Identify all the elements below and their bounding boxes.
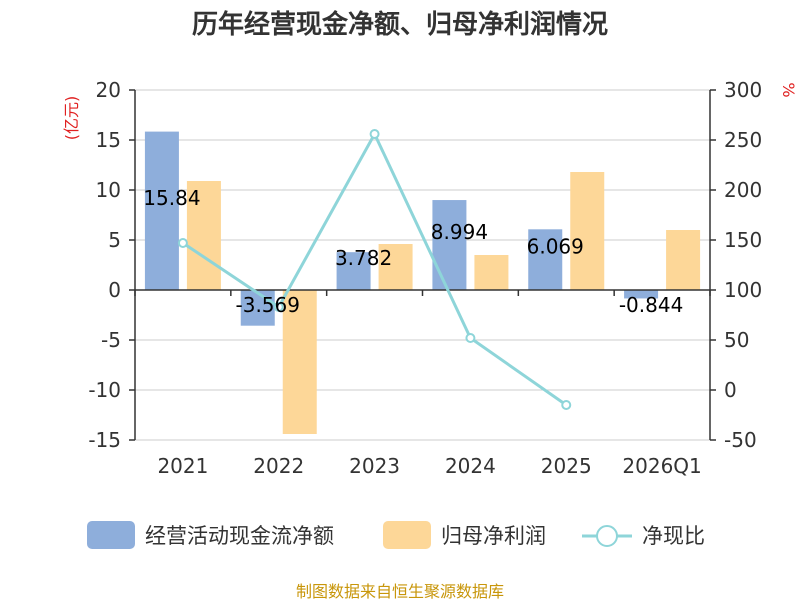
legend-label-ratio: 净现比: [642, 524, 705, 548]
left-tick-label: 0: [108, 278, 121, 302]
cashflow-data-label: 3.782: [335, 246, 392, 270]
bar-netprofit: [186, 181, 221, 290]
ratio-point: [273, 302, 284, 312]
right-tick-label: 50: [724, 328, 749, 352]
bar-netprofit: [378, 244, 413, 290]
left-tick-label: 15: [96, 128, 121, 152]
right-tick-label: -50: [724, 428, 757, 452]
chart-title: 历年经营现金净额、归母净利润情况: [192, 9, 608, 40]
legend-swatch-netprofit: [383, 521, 431, 549]
bar-cashflow: [144, 131, 179, 290]
bar-marks: [144, 131, 701, 434]
axes: [129, 89, 716, 441]
gridlines: [135, 89, 710, 441]
left-tick-label: -15: [88, 428, 121, 452]
legend-label-netprofit: 归母净利润: [441, 524, 546, 548]
left-tick-label: 10: [96, 178, 121, 202]
bar-cashflow: [240, 290, 275, 326]
right-tick-label: 0: [724, 378, 737, 402]
legend-marker-ratio: [596, 525, 618, 547]
right-axis-unit: %: [779, 82, 798, 97]
right-tick-label: 200: [724, 178, 762, 202]
x-tick-label: 2021: [157, 454, 208, 478]
x-tick-label: 2022: [253, 454, 304, 478]
ratio-point: [561, 400, 572, 410]
bar-netprofit: [474, 255, 509, 290]
bar-cashflow: [336, 252, 371, 290]
cashflow-data-label: 15.84: [143, 186, 200, 210]
legend-swatch-cashflow: [87, 521, 135, 549]
x-tick-label: 2024: [445, 454, 496, 478]
left-axis-unit: (亿元): [62, 96, 81, 141]
right-tick-label: 250: [724, 128, 762, 152]
bar-cashflow: [432, 200, 467, 290]
x-tick-label: 2025: [541, 454, 592, 478]
cashflow-data-label: 8.994: [431, 220, 488, 244]
left-tick-label: 20: [96, 78, 121, 102]
ratio-point: [369, 129, 380, 139]
right-tick-label: 150: [724, 228, 762, 252]
x-tick-label: 2023: [349, 454, 400, 478]
ratio-point: [177, 238, 188, 248]
cashflow-data-label: -3.569: [236, 293, 300, 317]
tick-labels: 20151050-5-10-15300250200150100500-50202…: [88, 78, 762, 478]
right-tick-label: 100: [724, 278, 762, 302]
ratio-point: [465, 333, 476, 343]
bar-cashflow: [528, 229, 563, 290]
left-tick-label: -10: [88, 378, 121, 402]
left-tick-label: 5: [108, 228, 121, 252]
cashflow-data-label: -0.844: [619, 293, 683, 317]
legend: 经营活动现金流净额 归母净利润 净现比: [87, 521, 705, 549]
x-tick-label: 2026Q1: [622, 454, 701, 478]
right-tick-label: 300: [724, 78, 762, 102]
bar-cashflow: [624, 290, 659, 299]
bar-netprofit: [570, 172, 605, 290]
data-source: 制图数据来自恒生聚源数据库: [296, 582, 504, 600]
bar-netprofit: [666, 230, 701, 290]
left-tick-label: -5: [101, 328, 121, 352]
bar-netprofit: [282, 290, 317, 434]
legend-label-cashflow: 经营活动现金流净额: [145, 524, 334, 548]
ratio-line: [177, 129, 572, 410]
cashflow-data-label: 6.069: [527, 235, 584, 259]
data-labels: 15.84 -3.569 3.782 8.994 6.069 -0.844: [143, 186, 683, 317]
